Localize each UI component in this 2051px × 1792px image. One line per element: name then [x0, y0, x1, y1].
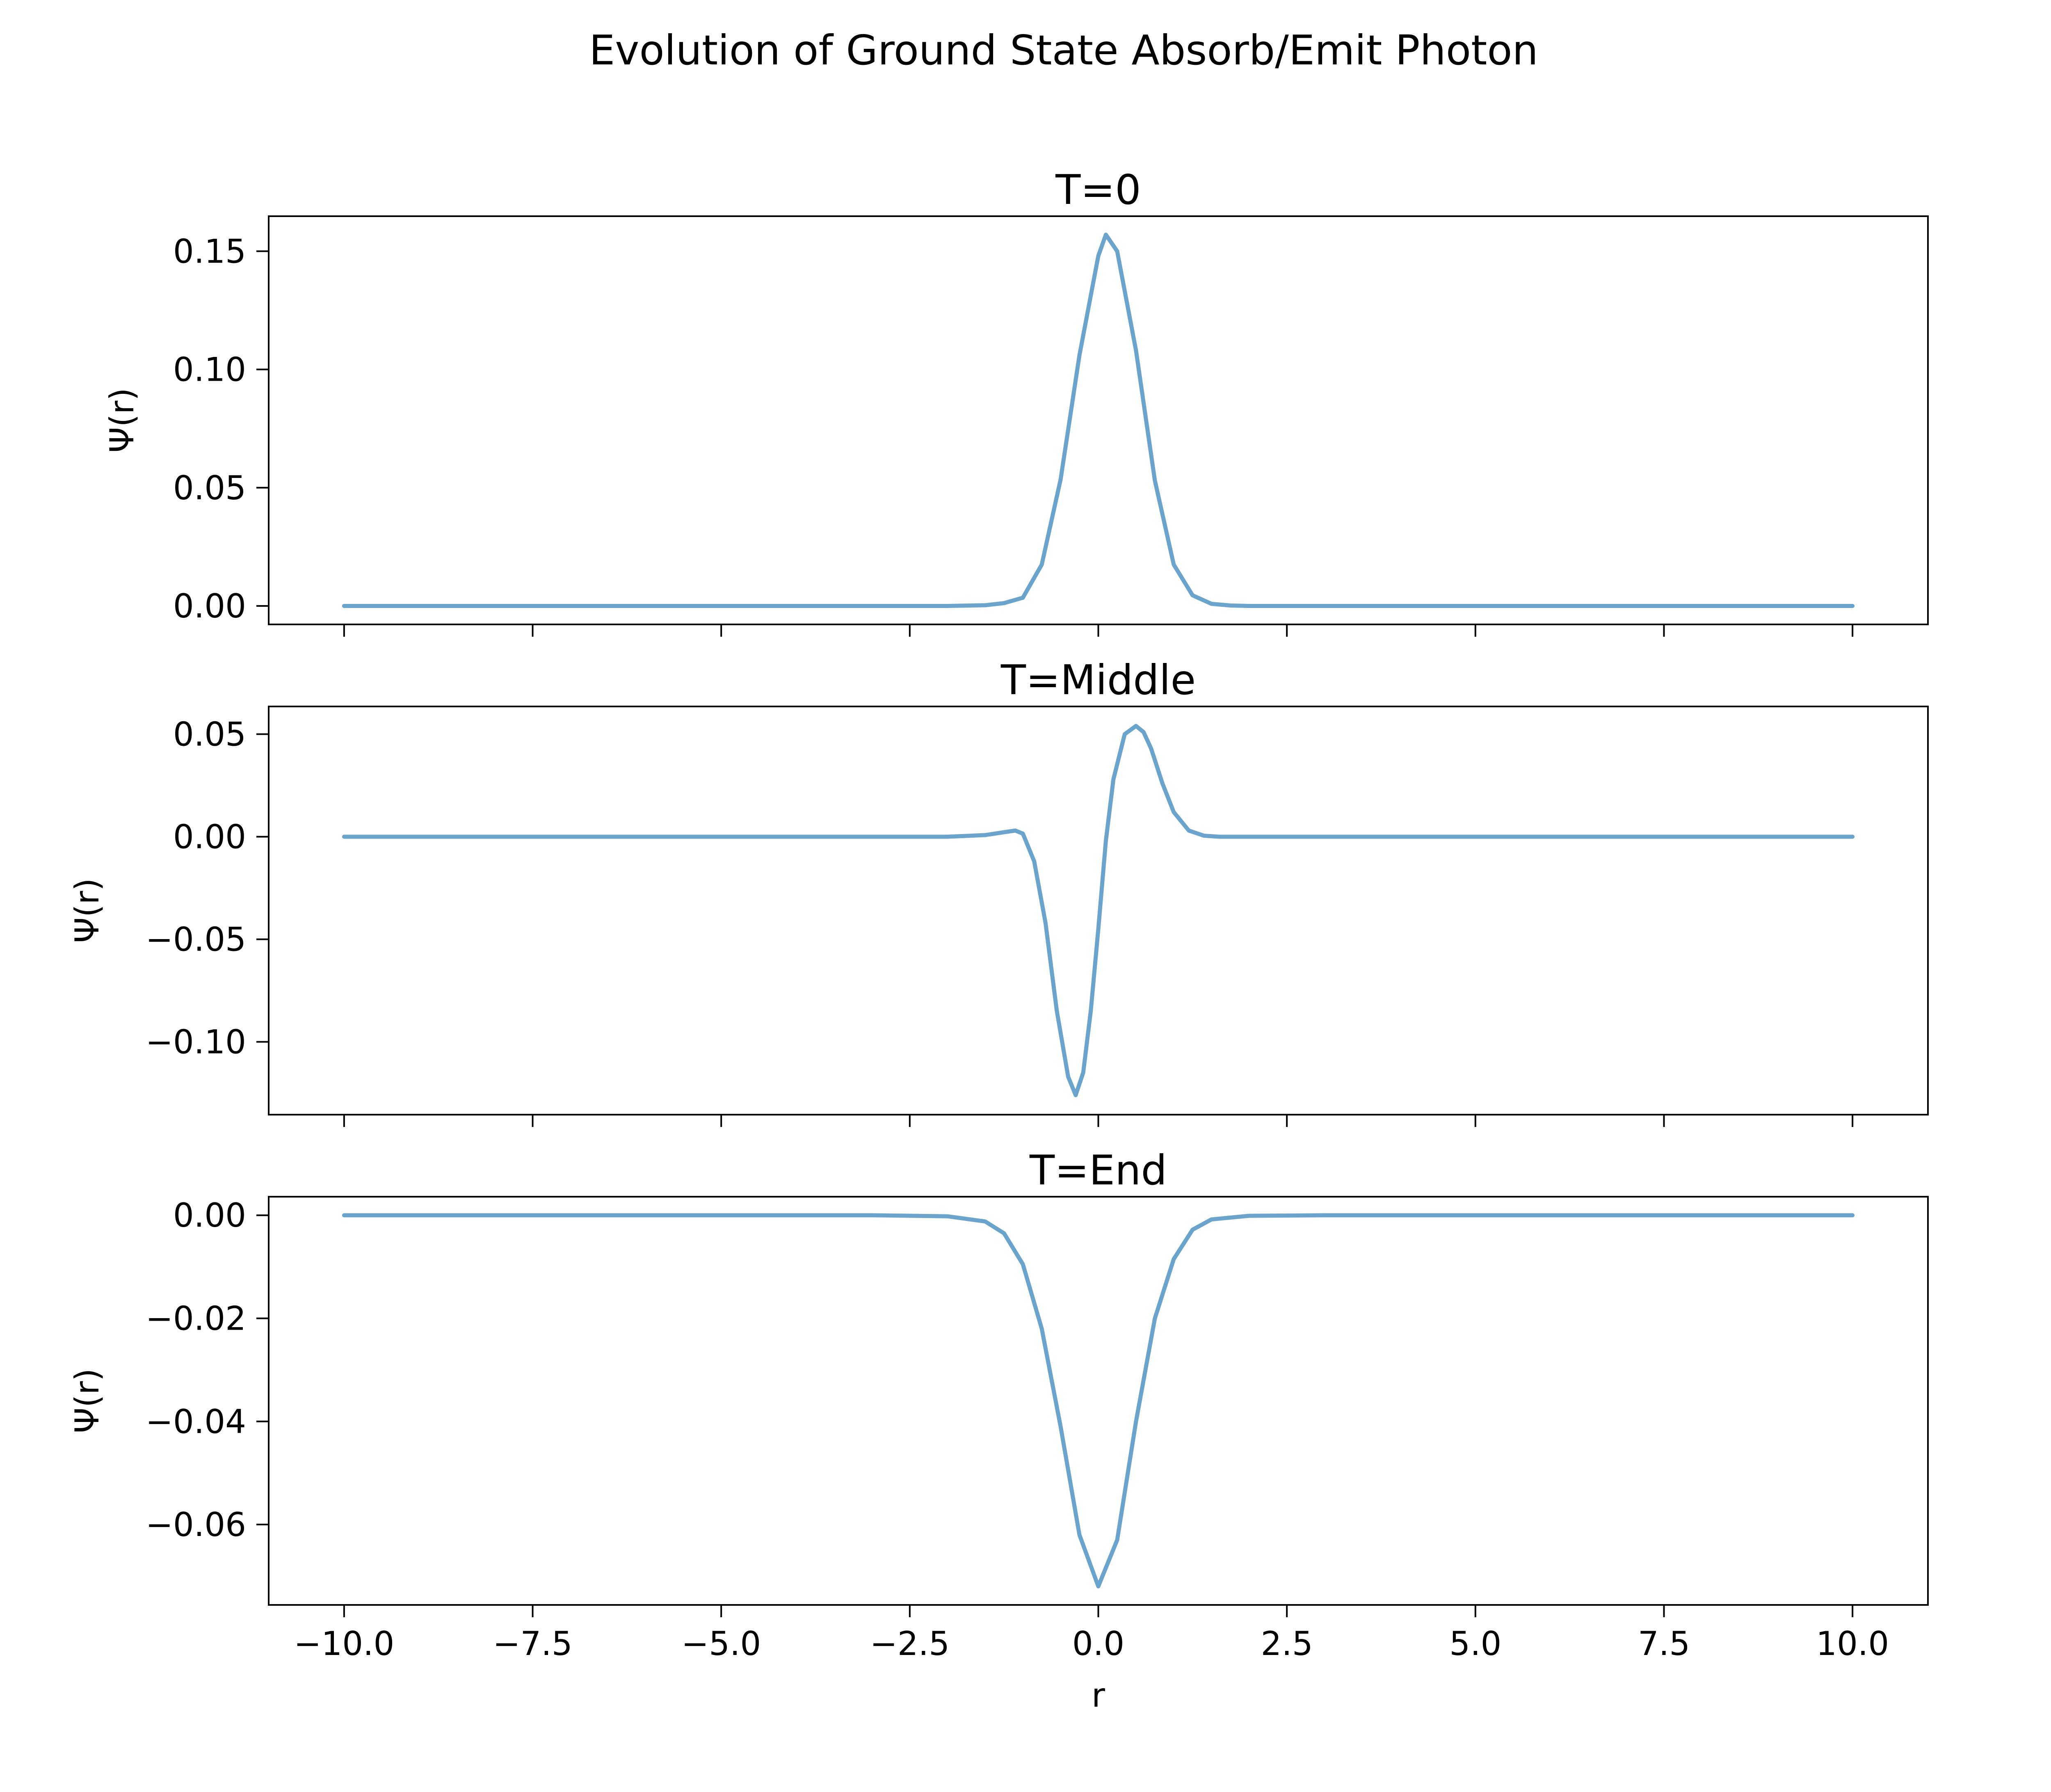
y-tick-label: 0.10 — [173, 351, 246, 389]
y-tick-label: −0.04 — [146, 1403, 246, 1441]
x-tick-label: 7.5 — [1638, 1625, 1690, 1663]
subplot-2: T=Middle −0.10 −0.05 0.00 0.05 Ψ(r) — [68, 656, 1929, 1127]
x-tick-label: 10.0 — [1816, 1625, 1889, 1663]
x-tick-label: −2.5 — [870, 1625, 950, 1663]
subplot-title: T=Middle — [1000, 656, 1196, 704]
x-tick-label: −5.0 — [681, 1625, 761, 1663]
y-axis-label: Ψ(r) — [68, 1368, 106, 1433]
y-tick-label: 0.05 — [173, 469, 246, 507]
x-tick-label: −10.0 — [294, 1625, 394, 1663]
x-tick-label: 5.0 — [1449, 1625, 1501, 1663]
x-tick-label: −7.5 — [493, 1625, 572, 1663]
y-tick-label: −0.06 — [146, 1506, 246, 1544]
y-tick-label: 0.00 — [173, 818, 246, 856]
x-axis-label: r — [1092, 1676, 1105, 1714]
y-tick-label: −0.10 — [146, 1023, 246, 1061]
y-tick-label: −0.02 — [146, 1299, 246, 1337]
y-axis-label: Ψ(r) — [103, 388, 141, 453]
figure-suptitle: Evolution of Ground State Absorb/Emit Ph… — [589, 26, 1538, 74]
plot-frame — [268, 1196, 1929, 1606]
subplot-1: T=0 0.00 0.05 0.10 0.15 Ψ(r) — [103, 166, 1929, 637]
plot-frame — [268, 215, 1929, 625]
y-tick-label: 0.05 — [173, 715, 246, 754]
y-tick-label: 0.15 — [173, 232, 246, 270]
subplot-3: T=End −10.0 −7.5 −5.0 −2.5 0.0 2.5 5.0 7.5 10.0 −0… — [68, 1146, 1929, 1714]
series-line — [342, 1213, 1855, 1589]
series-line — [342, 233, 1855, 608]
y-axis-label: Ψ(r) — [68, 878, 106, 943]
y-tick-label: 0.00 — [173, 1196, 246, 1234]
subplot-title: T=0 — [1055, 166, 1141, 214]
y-tick-label: 0.00 — [173, 587, 246, 625]
subplot-title: T=End — [1029, 1146, 1167, 1194]
y-tick-label: −0.05 — [146, 921, 246, 959]
x-tick-label: 0.0 — [1072, 1625, 1124, 1663]
x-tick-label: 2.5 — [1261, 1625, 1313, 1663]
subplot-panels: T=0 0.00 0.05 0.10 0.15 Ψ(r) T=Middle −0.10 −0.0… — [68, 166, 1929, 1714]
series-line — [342, 724, 1855, 1097]
